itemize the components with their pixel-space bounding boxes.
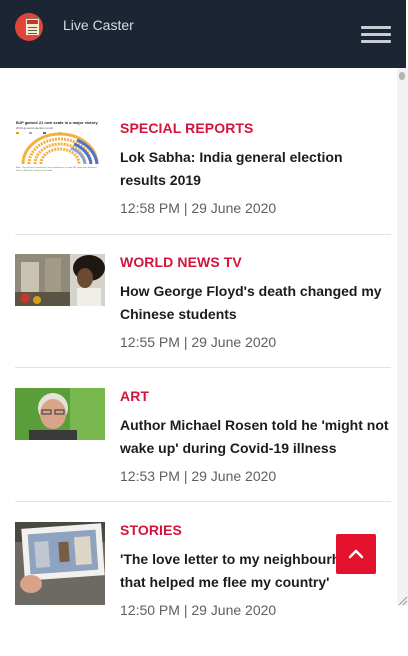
- article-timestamp: 12:58 PM | 29 June 2020: [120, 200, 277, 216]
- scrollbar-thumb[interactable]: [399, 72, 405, 80]
- article-category[interactable]: STORIES: [120, 522, 182, 538]
- article-title[interactable]: 'The love letter to my neighbourhood tha…: [120, 551, 367, 590]
- divider: [15, 501, 391, 502]
- article-timestamp: 12:53 PM | 29 June 2020: [120, 468, 277, 484]
- brand-name[interactable]: Live Caster: [63, 17, 134, 33]
- hamburger-menu-icon[interactable]: [359, 24, 393, 46]
- divider: [15, 234, 391, 235]
- article-title[interactable]: Lok Sabha: India general election result…: [120, 149, 343, 188]
- back-to-top-button[interactable]: [336, 534, 376, 574]
- article-item[interactable]: ART Author Michael Rosen told he 'might …: [15, 388, 391, 522]
- article-title[interactable]: Author Michael Rosen told he 'might not …: [120, 417, 389, 456]
- article-item[interactable]: BJP gained 21 new seats in a major victo…: [15, 120, 391, 254]
- divider: [15, 367, 391, 368]
- thumb-chart-subheading: 2019 general election result: [16, 126, 53, 130]
- article-item[interactable]: STORIES 'The love letter to my neighbour…: [15, 522, 391, 656]
- newspaper-icon[interactable]: [15, 13, 43, 41]
- article-thumbnail-man-portrait[interactable]: [15, 388, 105, 440]
- article-category[interactable]: SPECIAL REPORTS: [120, 120, 254, 136]
- chevron-up-icon: [348, 549, 364, 559]
- top-navbar: Live Caster: [0, 0, 406, 68]
- article-timestamp: 12:50 PM | 29 June 2020: [120, 602, 277, 618]
- article-category[interactable]: ART: [120, 388, 150, 404]
- thumb-chart-source: Source: Election Commission of India: [16, 169, 53, 172]
- article-title[interactable]: How George Floyd's death changed my Chin…: [120, 283, 382, 322]
- resize-grip-icon[interactable]: [396, 593, 408, 606]
- article-timestamp: 12:55 PM | 29 June 2020: [120, 334, 277, 350]
- scrollbar[interactable]: [397, 68, 408, 605]
- article-thumbnail-street-photo[interactable]: [15, 522, 105, 605]
- article-thumbnail-election-chart[interactable]: BJP gained 21 new seats in a major victo…: [15, 120, 105, 172]
- thumb-chart-footnote: Note: The seat was cancelled in one cons…: [16, 166, 97, 169]
- article-thumbnail-woman-portrait[interactable]: [15, 254, 105, 306]
- article-item[interactable]: WORLD NEWS TV How George Floyd's death c…: [15, 254, 391, 388]
- thumb-chart-heading: BJP gained 21 new seats in a major victo…: [16, 120, 99, 125]
- article-category[interactable]: WORLD NEWS TV: [120, 254, 242, 270]
